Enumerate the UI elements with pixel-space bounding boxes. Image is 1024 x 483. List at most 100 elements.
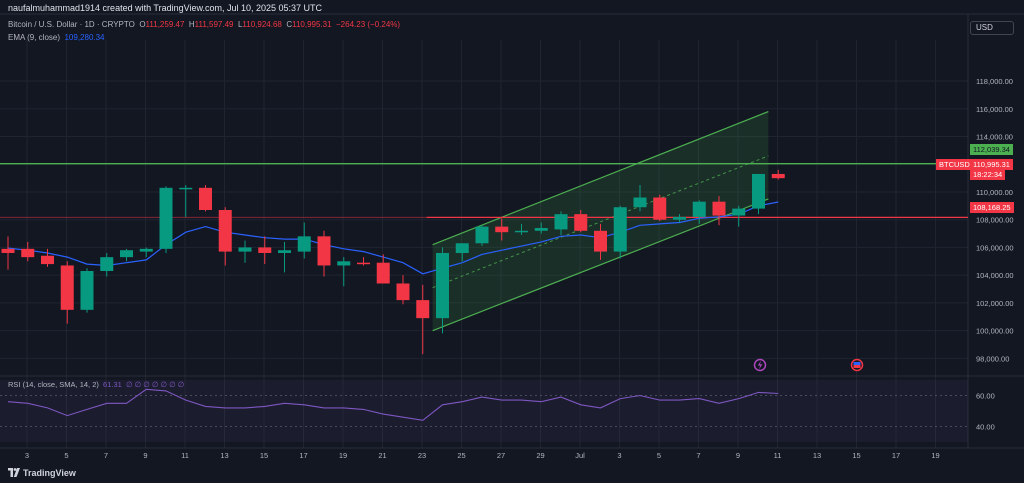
ohlc-legend: Bitcoin / U.S. Dollar · 1D · CRYPTO O111…	[8, 20, 400, 29]
ema-label: EMA (9, close)	[8, 33, 61, 42]
lightning-glyph-icon	[757, 360, 763, 370]
x-tick-label: 19	[931, 451, 939, 460]
rsi-line	[7, 388, 779, 421]
ema-value: 109,280.34	[64, 33, 105, 42]
candle-body	[771, 173, 785, 179]
x-tick-label: 9	[736, 451, 740, 460]
candle-body	[436, 252, 449, 319]
candle-body	[752, 173, 765, 209]
candle-body	[41, 255, 54, 265]
y-tick-label: 118,000.00	[976, 77, 1013, 86]
x-tick-label: Jul	[575, 451, 585, 460]
y-axis: 98,000.00 100,000.00 102,000.00 104,000.00 1…	[976, 77, 1014, 363]
candle-body	[60, 265, 74, 310]
close-label: C	[286, 20, 293, 29]
countdown-tag: 18:22:34	[970, 169, 1006, 180]
candle-body	[1, 248, 15, 253]
candle-body	[692, 201, 706, 217]
x-tick-label: 17	[892, 451, 900, 460]
candle-body	[120, 250, 133, 258]
candle-body	[673, 216, 686, 220]
x-tick-label: 11	[774, 451, 782, 460]
candle-body	[574, 214, 588, 231]
candle-body	[218, 210, 232, 252]
open-label: O	[139, 20, 146, 29]
symbol-tag: BTCUSD	[936, 159, 973, 170]
candle-body	[80, 271, 94, 310]
y-tick-label: 116,000.00	[976, 105, 1013, 114]
candle-body	[100, 257, 114, 272]
change-value: −264.23 (−0.24%)	[336, 20, 401, 29]
channel-mid-line	[432, 155, 769, 289]
y-tick-label: 104,000.00	[976, 271, 1014, 280]
candle-body	[179, 187, 193, 190]
author-credit: naufalmuhammad1914 created with TradingV…	[8, 3, 323, 13]
y-tick-label: 108,000.00	[976, 216, 1014, 225]
symbol-description[interactable]: Bitcoin / U.S. Dollar · 1D · CRYPTO	[8, 20, 135, 29]
x-tick-label: 5	[657, 451, 661, 460]
candle-body	[732, 208, 746, 216]
rsi-label: RSI (14, close, SMA, 14, 2)	[8, 380, 99, 389]
rsi-layer: 60.00 40.00	[0, 380, 995, 442]
event-icons	[753, 358, 864, 372]
tradingview-logo-icon	[8, 468, 20, 477]
rsi-value: 61.31	[103, 380, 122, 389]
resistance-price-tag: 112,039.34	[970, 144, 1013, 155]
candle-body	[515, 230, 528, 233]
candle-body	[376, 262, 390, 284]
x-tick-label: 21	[378, 451, 386, 460]
flag-glyph-stripe-icon	[853, 365, 861, 368]
support-price-tag: 108,168.25	[970, 202, 1014, 213]
candle-body	[633, 197, 647, 208]
ema-legend[interactable]: EMA (9, close) 109,280.34	[8, 33, 105, 42]
candles-layer	[1, 169, 785, 355]
candle-body	[534, 228, 548, 231]
x-tick-label: 7	[104, 451, 108, 460]
x-axis: 3 5 7 9 11 13 15 17 19 21 23 25 27 29 Jul 3 5 7 9 11 13 15 17 1…	[25, 451, 940, 460]
candle-body	[278, 250, 291, 253]
x-tick-label: 15	[852, 451, 860, 460]
currency-button[interactable]: USD	[970, 21, 1014, 35]
candle-body	[199, 187, 212, 210]
rsi-extra: ∅ ∅ ∅ ∅ ∅ ∅ ∅	[126, 380, 185, 389]
candle-body	[21, 248, 35, 258]
y-tick-label: 102,000.00	[976, 299, 1014, 308]
channel-fill	[432, 111, 769, 331]
candle-body	[712, 201, 726, 216]
rsi-tick-label: 40.00	[976, 423, 995, 432]
x-tick-label: 7	[696, 451, 700, 460]
x-tick-label: 27	[497, 451, 505, 460]
low-value: 110,924.68	[242, 20, 282, 29]
tradingview-brand[interactable]: TradingView	[8, 468, 76, 478]
price-channel	[432, 110, 769, 332]
candle-body	[337, 261, 351, 266]
channel-upper-line	[432, 110, 769, 246]
x-tick-label: 13	[220, 451, 228, 460]
x-tick-label: 23	[418, 451, 426, 460]
rsi-band	[0, 380, 968, 442]
candle-body	[396, 283, 410, 301]
open-value: 111,259.47	[145, 20, 185, 29]
rsi-legend[interactable]: RSI (14, close, SMA, 14, 2) 61.31 ∅ ∅ ∅ …	[8, 380, 184, 389]
candle-body	[416, 300, 430, 319]
x-tick-label: 9	[143, 451, 147, 460]
candle-body	[475, 226, 489, 244]
candle-body	[357, 262, 370, 265]
channel-lower-line	[432, 198, 769, 332]
low-label: L	[237, 20, 243, 29]
y-tick-label: 100,000.00	[976, 327, 1014, 336]
candle-body	[455, 243, 469, 253]
ema-layer	[7, 201, 779, 275]
brand-label: TradingView	[23, 468, 76, 478]
x-tick-label: 3	[25, 451, 29, 460]
y-tick-label: 110,000.00	[976, 188, 1013, 197]
close-value: 110,995.31	[292, 20, 332, 29]
candle-body	[554, 214, 568, 230]
x-tick-label: 19	[339, 451, 347, 460]
x-tick-label: 13	[813, 451, 821, 460]
ema-line	[7, 201, 779, 275]
candle-body	[613, 207, 627, 252]
candle-body	[258, 247, 272, 253]
